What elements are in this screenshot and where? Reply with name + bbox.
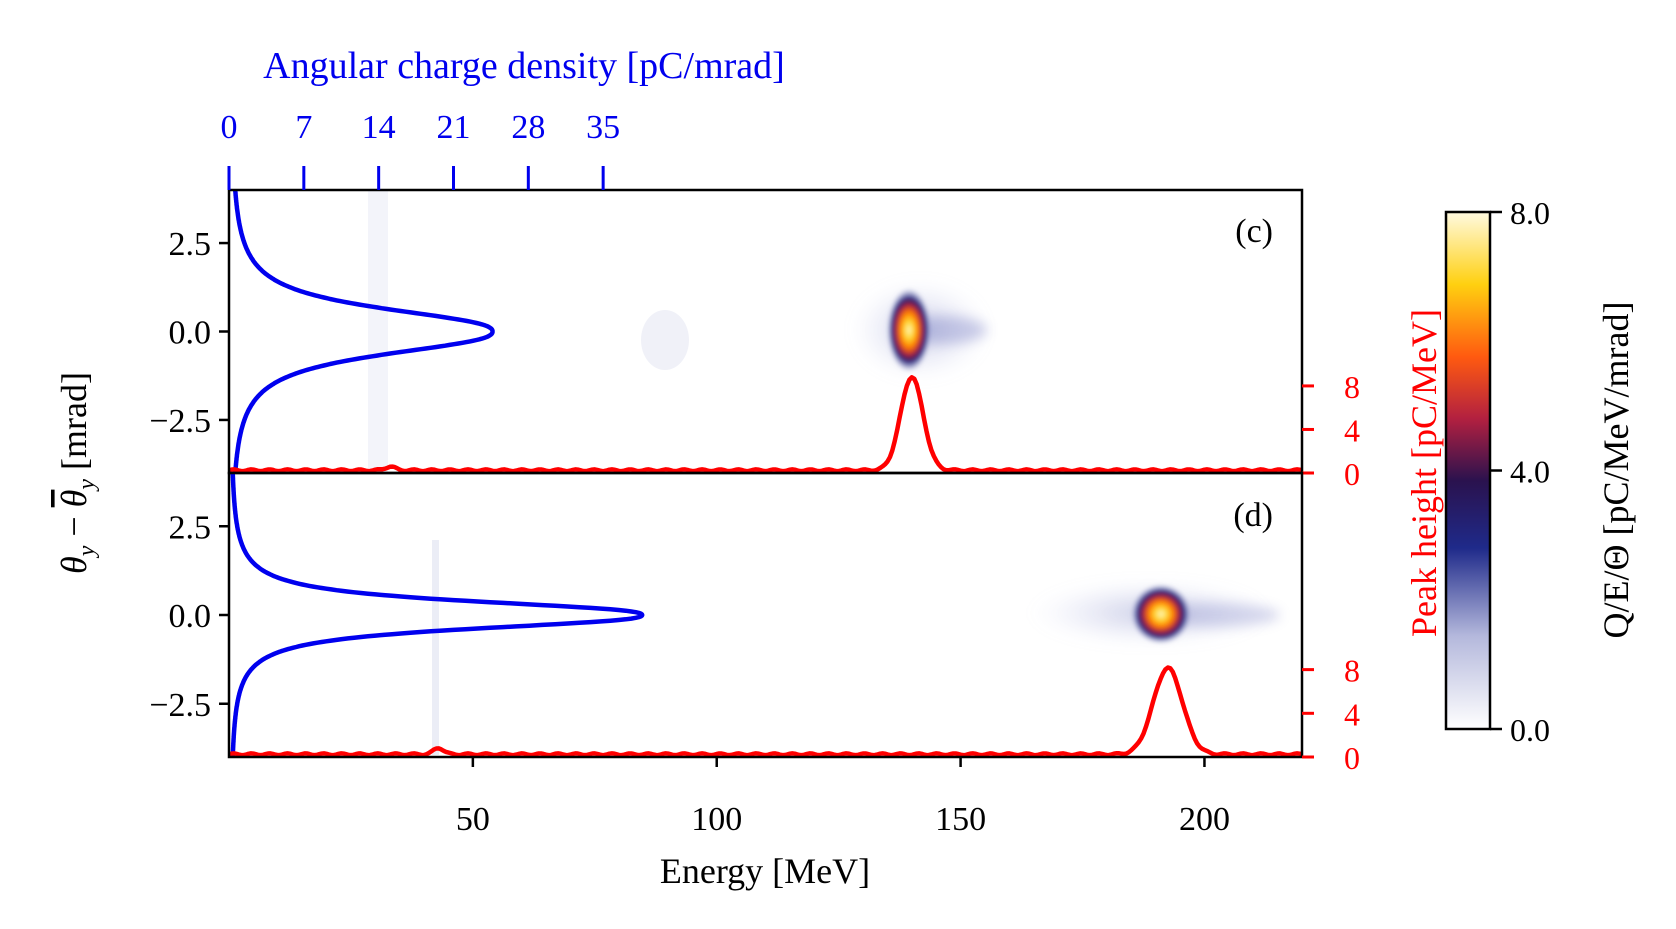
right-axis-label: Peak height [pC/MeV]	[1404, 309, 1444, 637]
panel-d: (d) 2.5 0.0 −2.5 0 4 8	[149, 471, 1360, 776]
panel-c-right-tick-label-8: 8	[1344, 369, 1360, 405]
x-tick-label-100: 100	[691, 801, 742, 838]
top-tick-label-7: 7	[295, 109, 312, 146]
y-axis-label-unit: [mrad]	[54, 372, 94, 470]
top-tick-label-21: 21	[436, 109, 470, 146]
top-tick-label-35: 35	[586, 109, 620, 146]
panel-c-faint-band	[368, 190, 388, 473]
panel-c: (c) 2.5 0.0 −2.5 0 4 8	[149, 188, 1360, 492]
y-axis-label-theta: θ	[54, 556, 94, 574]
panel-d-y-tick-label-0: 2.5	[169, 509, 212, 546]
x-tick-label-200: 200	[1179, 801, 1230, 838]
panel-d-spot	[1131, 584, 1191, 644]
panel-d-angular-curve	[230, 473, 645, 757]
panel-c-frame	[227, 188, 1304, 475]
x-tick-label-150: 150	[935, 801, 986, 838]
top-tick-label-0: 0	[221, 109, 238, 146]
top-tick-label-14: 14	[362, 109, 396, 146]
panel-d-faint-band	[432, 540, 439, 755]
y-axis-label-theta-bar: θ	[54, 490, 94, 508]
top-axis-label: Angular charge density [pC/mrad]	[263, 45, 785, 87]
colorbar-ticks: 0.0 4.0 8.0	[1490, 195, 1550, 748]
panel-c-spot	[887, 288, 931, 372]
panel-d-right-tick-label-0: 0	[1344, 740, 1360, 776]
panel-d-y-ticks: 2.5 0.0 −2.5	[149, 509, 229, 724]
x-axis-ticks: 50 100 150 200	[456, 757, 1230, 838]
colorbar: 0.0 4.0 8.0 Q/E/Θ [pC/MeV/mrad]	[1444, 195, 1636, 748]
panel-c-angular-curve	[232, 190, 495, 473]
panel-d-heatmap	[229, 473, 1302, 757]
panel-c-y-ticks: 2.5 0.0 −2.5	[149, 226, 229, 440]
y-axis-label: θy − θy [mrad]	[54, 372, 100, 574]
panel-c-right-tick-label-4: 4	[1344, 412, 1360, 448]
x-axis-label: Energy [MeV]	[660, 851, 870, 891]
x-tick-label-50: 50	[456, 801, 490, 838]
panel-d-label: (d)	[1233, 497, 1273, 534]
svg-text:θy − θy [mrad]: θy − θy [mrad]	[54, 372, 100, 574]
panel-d-right-tick-label-4: 4	[1344, 696, 1360, 732]
panel-c-heatmap	[229, 190, 1302, 473]
panel-d-energy-curve	[229, 665, 1302, 757]
colorbar-label: Q/E/Θ [pC/MeV/mrad]	[1596, 302, 1636, 639]
colorbar-gradient	[1444, 210, 1492, 731]
top-axis: 0 7 14 21 28 35	[221, 109, 620, 190]
panel-c-energy-curve	[229, 375, 1302, 473]
panel-c-label: (c)	[1235, 213, 1273, 250]
panel-c-faint-blob	[641, 310, 689, 370]
panel-d-right-tick-label-8: 8	[1344, 653, 1360, 689]
colorbar-tick-label-1: 4.0	[1510, 454, 1550, 490]
panel-d-y-tick-label-2: −2.5	[149, 687, 211, 724]
y-axis-label-sub: y	[74, 545, 100, 558]
top-tick-label-28: 28	[511, 109, 545, 146]
panel-c-y-tick-label-1: 0.0	[169, 315, 212, 352]
panel-d-right-ticks: 0 4 8	[1302, 653, 1360, 776]
panel-c-y-tick-label-0: 2.5	[169, 226, 212, 263]
colorbar-tick-label-0: 0.0	[1510, 712, 1550, 748]
panel-c-right-ticks: 0 4 8	[1302, 369, 1360, 492]
y-axis-label-sub-2: y	[74, 479, 100, 492]
panel-c-y-tick-label-2: −2.5	[149, 403, 211, 440]
panel-d-y-tick-label-1: 0.0	[169, 598, 212, 635]
colorbar-tick-label-2: 8.0	[1510, 195, 1550, 231]
panel-c-right-tick-label-0: 0	[1344, 456, 1360, 492]
